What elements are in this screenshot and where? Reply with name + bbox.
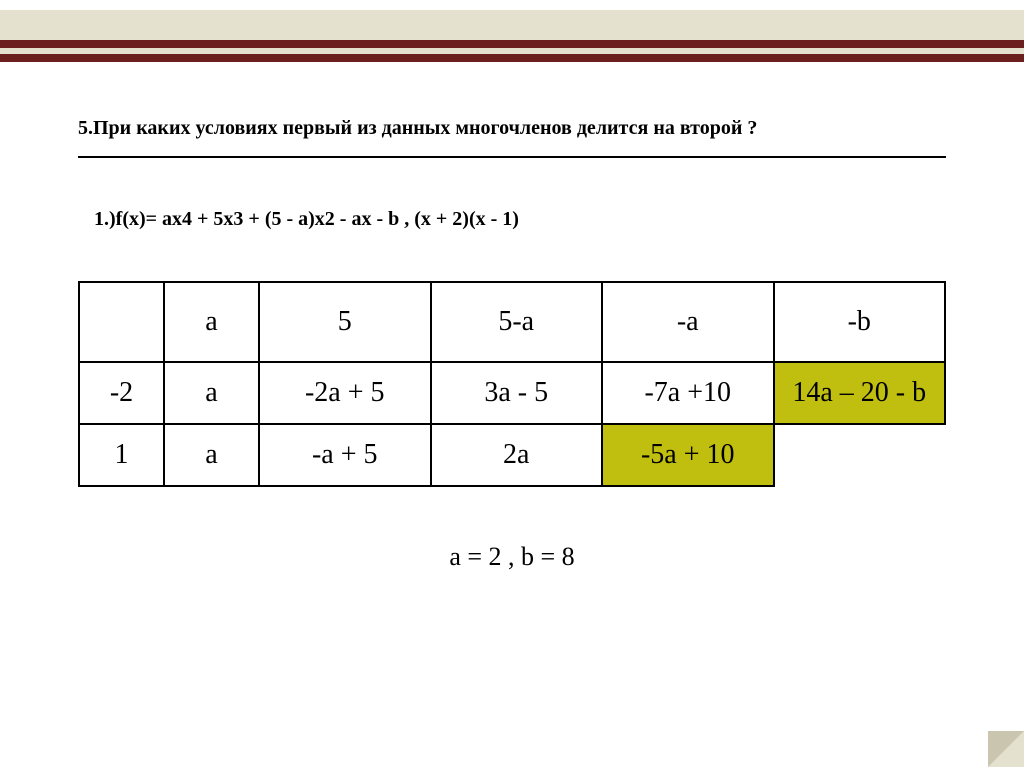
formula-text: 1.)f(x)= ax4 + 5x3 + (5 - a)x2 - ax - b …	[94, 208, 946, 231]
answer-text: a = 2 , b = 8	[78, 542, 946, 572]
decorative-band	[0, 40, 1024, 48]
table-cell: 3a - 5	[431, 362, 603, 424]
table-cell: -a	[602, 282, 774, 362]
table-cell: 2a	[431, 424, 603, 486]
table-cell: -2	[79, 362, 164, 424]
table-cell: 5	[259, 282, 431, 362]
table-row: -2 a -2a + 5 3a - 5 -7a +10 14a – 20 - b	[79, 362, 945, 424]
table-cell	[79, 282, 164, 362]
slide-heading: 5.При каких условиях первый из данных мн…	[78, 115, 946, 142]
decorative-band	[0, 10, 1024, 40]
table-cell: a	[164, 362, 259, 424]
table-row: a 5 5-a -a -b	[79, 282, 945, 362]
table-cell: a	[164, 282, 259, 362]
table-cell-empty	[774, 424, 946, 486]
table-cell-highlight: 14a – 20 - b	[774, 362, 946, 424]
decorative-band	[0, 54, 1024, 62]
table-cell: 5-a	[431, 282, 603, 362]
table-cell: -2a + 5	[259, 362, 431, 424]
horner-table: a 5 5-a -a -b -2 a -2a + 5 3a - 5 -7a +1…	[78, 281, 946, 487]
heading-rule	[78, 156, 946, 158]
table-cell: a	[164, 424, 259, 486]
table-cell: -7a +10	[602, 362, 774, 424]
table-row: 1 a -a + 5 2a -5a + 10	[79, 424, 945, 486]
table-cell: -a + 5	[259, 424, 431, 486]
table-cell: -b	[774, 282, 946, 362]
slide-content: 5.При каких условиях первый из данных мн…	[78, 115, 946, 572]
table-cell: 1	[79, 424, 164, 486]
page-corner-fold	[988, 731, 1024, 767]
table-cell-highlight: -5a + 10	[602, 424, 774, 486]
